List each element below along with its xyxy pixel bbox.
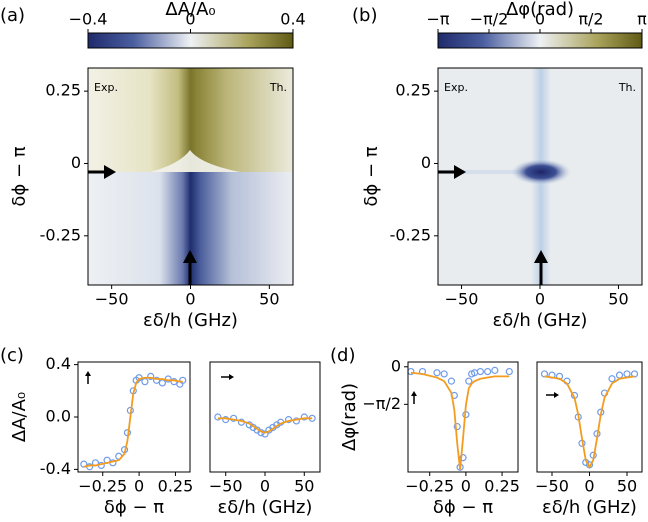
panel-label: (d) [330,345,355,366]
x-tick-label: −0.25 [405,477,454,496]
data-point [80,460,88,468]
small-arrows [85,371,559,404]
axes-frame [407,361,519,473]
data-point [158,379,166,387]
panel-label: (a) [0,5,25,26]
data-point [447,377,456,385]
heatmap-b-image [438,68,642,285]
heatmap-a-image [88,68,293,285]
data-point [440,370,448,378]
x-tick-label: −0.25 [78,477,127,496]
colorbar-tick-label: −π/2 [470,10,509,29]
theory-line [410,371,510,470]
x-tick-label: 50 [617,477,637,496]
x-tick-label: 0 [260,477,270,496]
data-point [152,376,161,384]
y-axis-label: Δφ(rad) [339,383,360,451]
annotation: Th. [618,81,636,94]
y-tick-label: 0.25 [395,81,431,100]
data-point [453,422,461,431]
x-tick-label: 0 [134,477,144,496]
y-axis-label: δϕ − π [9,146,30,206]
y-tick-label: 0.25 [45,81,81,100]
theory-line [217,417,313,434]
data-point [623,370,631,378]
x-tick-label: 0 [584,477,594,496]
x-tick-label: 0 [461,477,471,496]
data-point [615,371,624,379]
y-tick-label: 0.4 [46,354,71,373]
y-tick-label: −π/2 [362,394,401,413]
colorbar [87,32,294,49]
y-tick-label: 0 [71,153,81,172]
colorbar-tick-label: 0 [185,10,195,29]
y-tick-label: -0.25 [390,225,431,244]
x-tick-label: 0 [185,290,195,309]
colorbar-title: ΔA/A₀ [165,0,215,20]
y-tick-label: -0.4 [40,459,71,478]
data-point [608,375,616,383]
x-tick-label: 0.25 [158,477,194,496]
colorbar-tick-label: π/2 [578,10,603,29]
data-point [476,367,484,376]
colorbar-tick-label: −π [426,10,449,29]
data-point [484,367,492,376]
x-axis-label: εδ/h (GHz) [143,310,238,331]
data-point [147,372,155,381]
panel-label: (c) [0,345,24,366]
data-point [433,369,441,377]
y-tick-label: -0.25 [40,225,81,244]
y-tick-label: 0 [421,153,431,172]
theory-line [544,375,635,470]
colorbar-tick-label: π [637,10,647,29]
x-tick-label: −50 [95,290,129,309]
x-tick-label: −50 [535,477,569,496]
data-point [465,377,473,385]
data-point [505,367,513,376]
colorbar-tick-label: −0.4 [69,10,108,29]
y-axis-label: δϕ − π [361,146,382,206]
arrows [88,165,548,285]
annotation: Exp. [94,81,118,94]
colorbar-tick-label: 0.4 [280,10,305,29]
x-axis-label: εδ/h (GHz) [493,310,588,331]
x-tick-label: −50 [445,290,479,309]
y-tick-label: 0 [391,356,401,375]
annotation: Th. [269,81,287,94]
colorbar-title: Δφ(rad) [506,0,574,20]
colorbar-tick-label: 0 [535,10,545,29]
x-axis-label: εδ/h (GHz) [218,497,313,518]
x-tick-label: −50 [209,477,243,496]
x-tick-label: 50 [259,290,279,309]
data-point [459,454,467,462]
panel-label: (b) [352,5,377,26]
x-axis-label: δϕ − π [104,497,164,518]
data-point [491,366,499,374]
x-tick-label: 50 [294,477,314,496]
x-axis-label: δϕ − π [433,497,493,518]
colorbar [437,32,643,49]
y-axis-label: ΔA/A₀ [9,392,30,442]
y-tick-label: 0.0 [46,407,71,426]
x-tick-label: 0.25 [484,477,520,496]
data-point [141,378,149,386]
data-point [300,413,308,421]
x-axis-label: εδ/h (GHz) [542,497,637,518]
data-point [261,430,269,438]
data-point [214,413,222,421]
theory-line [83,376,183,468]
data-point [179,376,187,384]
annotation: Exp. [444,81,468,94]
x-tick-label: 0 [535,290,545,309]
x-tick-label: 50 [608,290,628,309]
